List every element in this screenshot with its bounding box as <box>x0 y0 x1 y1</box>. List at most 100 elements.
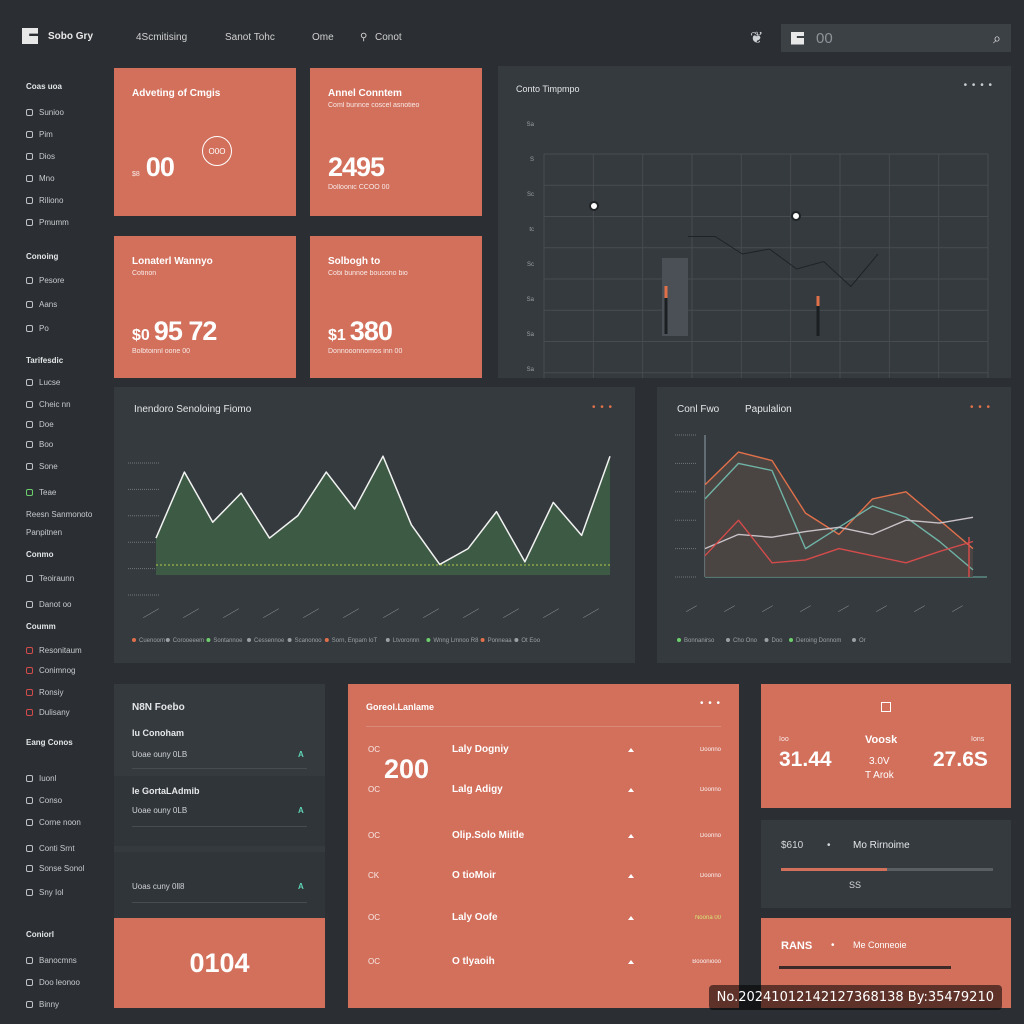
stat-left-value: 31.44 <box>779 748 832 771</box>
notification-row[interactable]: Uoas cuny 0ll8 A <box>114 852 325 922</box>
stat-left-label: Ioo <box>779 736 789 743</box>
series-line <box>704 451 974 550</box>
sidebar-item[interactable]: Resonitaum <box>26 646 82 655</box>
notification-row[interactable]: Iu Conoham Uoae ouny 0LB A <box>114 728 325 800</box>
list-row[interactable]: OC Laly Dogniy Doonno <box>368 744 721 755</box>
notification-tag: A <box>298 750 304 759</box>
brand[interactable]: Sobo Gry <box>22 28 93 44</box>
sidebar-item-label: Ronsiy <box>39 688 64 697</box>
notification-sub: Uoae ouny 0LB <box>132 750 188 759</box>
sidebar-item[interactable]: Cheic nn <box>26 400 71 409</box>
sidebar-extra-item[interactable]: Panpitnen <box>26 528 63 537</box>
chart-menu-icon[interactable]: • • • <box>969 402 991 413</box>
y-tick-label: Sc <box>527 192 534 198</box>
kpi-footnote: Dolloonic CCOO 00 <box>328 184 390 191</box>
sidebar-item[interactable]: Pmumm <box>26 218 69 227</box>
row-name: Lalg Adigy <box>452 784 503 795</box>
nav-contact[interactable]: Conot <box>375 32 402 43</box>
sidebar-item[interactable]: Sunioo <box>26 108 64 117</box>
sidebar-item[interactable]: Sny Iol <box>26 888 63 897</box>
sidebar-item-label: Doe <box>39 420 54 429</box>
x-tick-label: ——— <box>262 607 281 621</box>
list-row[interactable]: OC Olip.Solo Miitle Doonno <box>368 830 721 841</box>
sidebar-item-icon <box>26 153 33 160</box>
sidebar-item[interactable]: Dulisany <box>26 708 70 717</box>
sidebar-item-icon <box>26 401 33 408</box>
sidebar-item[interactable]: Pim <box>26 130 53 139</box>
sidebar-item-icon <box>26 709 33 716</box>
sidebar-item[interactable]: Conimnog <box>26 666 75 675</box>
sidebar-item[interactable]: Mno <box>26 174 55 183</box>
notification-row[interactable]: Ie GortaLAdmib Uoae ouny 0LB A <box>114 776 325 846</box>
sidebar-item-icon <box>26 647 33 654</box>
sidebar-item[interactable]: Boo <box>26 440 53 449</box>
kpi-card-3[interactable]: Lonaterl Wannyo Cotinon $0 95 72 Bolbtoi… <box>114 236 296 378</box>
sidebar-item[interactable]: Banocmns <box>26 956 77 965</box>
kpi-card-2[interactable]: Annel Conntem Coml bunnce coscel asnotie… <box>310 68 482 216</box>
sidebar-item[interactable]: Teae <box>26 488 56 497</box>
sidebar-item[interactable]: Doe <box>26 420 54 429</box>
kpi-card-4[interactable]: Solbogh to Cobi bunnoe boucono bio $1 38… <box>310 236 482 378</box>
nav-item-2[interactable]: Sanot Tohc <box>225 32 275 43</box>
notification-label: Iu Conoham <box>132 728 184 738</box>
kpi-footnote: Donnooonnomos inn 00 <box>328 348 403 355</box>
sidebar-item[interactable]: Dios <box>26 152 55 161</box>
search-icon[interactable]: ⌕ <box>993 29 1001 46</box>
search-bar[interactable]: 00 ⌕ <box>781 24 1011 52</box>
chart-menu-icon[interactable]: • • • <box>591 402 613 413</box>
stat-card-icon <box>881 702 891 712</box>
chart-title: Inendoro Senoloing Fiomo <box>134 404 252 415</box>
x-tick-label: ——— <box>382 607 401 621</box>
kpi-subtitle: Cotinon <box>132 270 157 277</box>
sidebar-item[interactable]: Aans <box>26 300 57 309</box>
legend-dot <box>426 638 431 642</box>
row-divider <box>132 826 307 827</box>
sidebar-item[interactable]: Pesore <box>26 276 64 285</box>
chart-menu-icon[interactable]: • • • • <box>963 80 993 91</box>
sidebar-item[interactable]: Danot oo <box>26 600 71 609</box>
sidebar-item[interactable]: Teoiraunn <box>26 574 74 583</box>
panel-menu-icon[interactable]: • • • <box>699 698 721 709</box>
sidebar-item[interactable]: Lucse <box>26 378 60 387</box>
legend-dot <box>514 638 519 642</box>
sidebar-group-title: Coas uoa <box>26 82 63 91</box>
sidebar-item-label: Resonitaum <box>39 646 82 655</box>
kpi-subtitle: Coml bunnce coscel asnotieo <box>328 102 420 109</box>
kpi-card-1[interactable]: Adveting of Cmgis O0O $8 00 <box>114 68 296 216</box>
leaf-icon[interactable]: ❦ <box>750 30 764 47</box>
sidebar-item[interactable]: Riliono <box>26 196 63 205</box>
x-tick-label: —— <box>723 604 736 615</box>
sidebar-item-icon <box>26 819 33 826</box>
sidebar-item[interactable]: Sonse Sonol <box>26 864 84 873</box>
x-tick-label: ——— <box>142 607 161 621</box>
list-row[interactable]: OC Lalg Adigy Doonno <box>368 784 721 795</box>
sidebar-item[interactable]: Binny <box>26 1000 59 1009</box>
sidebar-item[interactable]: Po <box>26 324 49 333</box>
legend-dot <box>726 638 730 642</box>
list-row[interactable]: OC Laly Oofe Noona 00 <box>368 912 721 923</box>
sidebar-item[interactable]: Ronsiy <box>26 688 63 697</box>
sidebar-item[interactable]: Doo leonoo <box>26 978 80 987</box>
nav-contact-icon[interactable]: ⚲ <box>360 32 368 43</box>
stat-card[interactable]: Ioo 31.44 Voosk 3.0V T Arok Ions 27.6S <box>761 684 1011 808</box>
sidebar-item[interactable]: Conso <box>26 796 62 805</box>
progress-card[interactable]: $610 • Mo Rirnoime SS <box>761 820 1011 908</box>
sidebar-item-label: Dios <box>39 152 56 161</box>
sidebar-item-icon <box>26 441 33 448</box>
sidebar-item[interactable]: Corne noon <box>26 818 81 827</box>
sidebar-extra-item[interactable]: Reesn Sanmonoto <box>26 510 93 519</box>
nav-item-1[interactable]: 4Scmitising <box>136 32 188 43</box>
y-tick-label: Sa <box>527 367 535 373</box>
sidebar-item[interactable]: Conti Srnt <box>26 844 75 853</box>
legend-label: Sorn, Enpam IoT <box>332 638 378 644</box>
series-line <box>704 519 974 564</box>
list-row[interactable]: OC O tlyaoih Boooniooo <box>368 956 721 967</box>
nav-item-3[interactable]: Ome <box>312 32 334 43</box>
x-tick-label: ——— <box>222 607 241 621</box>
footer-stat-card[interactable]: 0104 <box>114 918 325 1008</box>
sidebar-item[interactable]: Sone <box>26 462 58 471</box>
sidebar-item-icon <box>26 325 33 332</box>
sidebar-item[interactable]: Iuonl <box>26 774 56 783</box>
list-row[interactable]: CK O tioMoir Doonno <box>368 870 721 881</box>
search-input[interactable]: 00 <box>816 29 833 47</box>
